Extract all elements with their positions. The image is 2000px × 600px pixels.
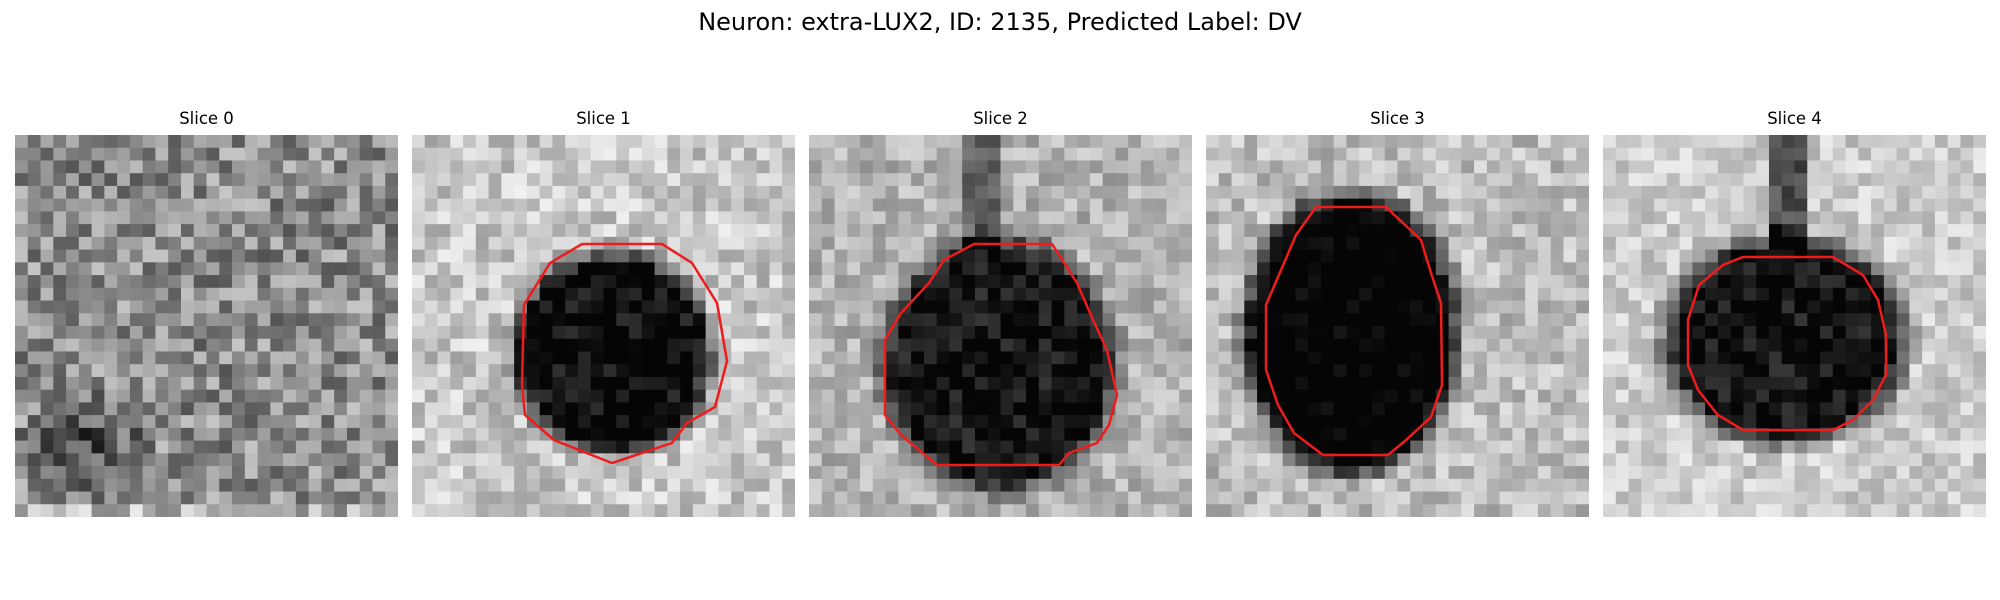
slice-image-3 [1206, 135, 1589, 517]
slice-image-2 [809, 135, 1192, 517]
slice-title: Slice 3 [1370, 109, 1425, 128]
slice-title: Slice 0 [179, 109, 234, 128]
slice-image-0 [15, 135, 398, 517]
roi-contour [883, 242, 1119, 467]
slice-image-1 [412, 135, 795, 517]
slice-title: Slice 2 [973, 109, 1028, 128]
slice-title: Slice 1 [576, 109, 631, 128]
roi-contour [520, 242, 729, 465]
figure-title: Neuron: extra-LUX2, ID: 2135, Predicted … [698, 8, 1302, 36]
slice-title: Slice 4 [1767, 109, 1822, 128]
slice-image-4 [1603, 135, 1986, 517]
roi-contour [1686, 255, 1888, 432]
roi-contour [1264, 205, 1444, 457]
